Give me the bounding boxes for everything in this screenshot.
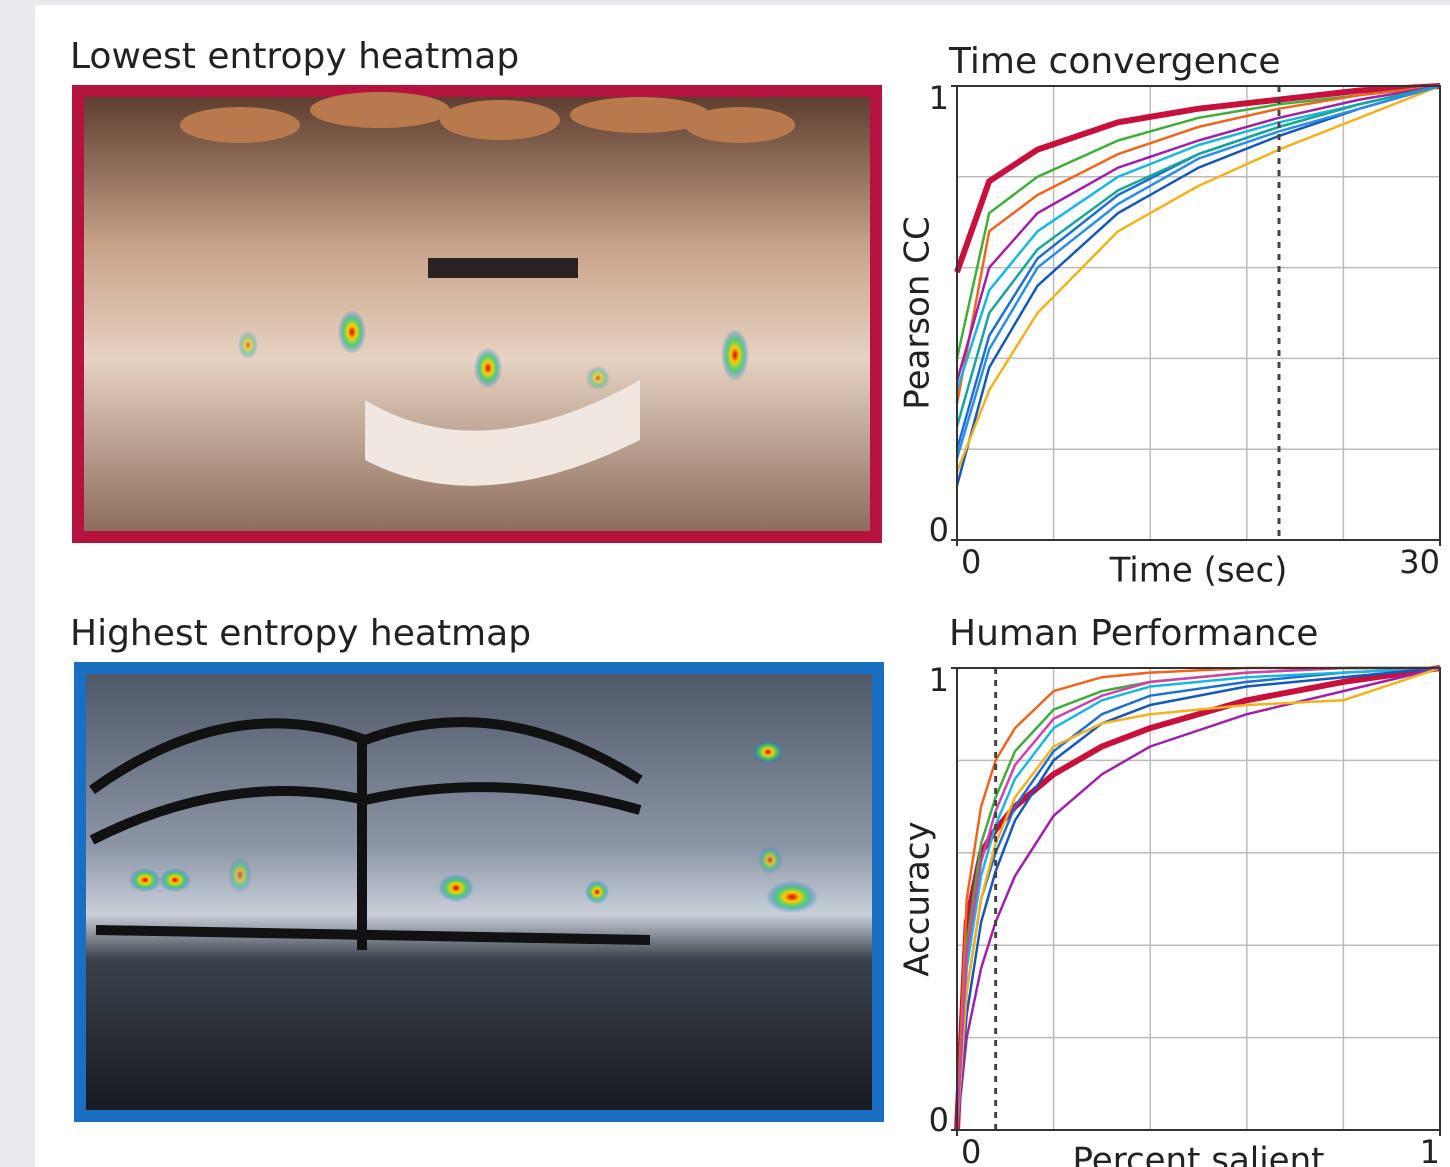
y-axis-label: Accuracy <box>898 821 938 976</box>
y-tick-label: 0 <box>929 1101 949 1139</box>
series-line <box>955 666 1441 1131</box>
y-tick-label: 1 <box>929 661 949 699</box>
series-line <box>954 83 1441 274</box>
series-line <box>955 666 1441 1131</box>
x-tick-label: 30 <box>1399 543 1440 581</box>
series-line <box>955 666 1440 1131</box>
image-title: Highest entropy heatmap <box>70 613 531 654</box>
series-line <box>955 666 1441 1131</box>
heatmap-image <box>74 662 884 1122</box>
image-title: Lowest entropy heatmap <box>70 36 519 77</box>
x-tick-label: 1 <box>1420 1133 1440 1167</box>
plot-frame <box>956 667 1441 1131</box>
x-axis-label: Time (sec) <box>1109 551 1288 591</box>
y-axis-label: Pearson CC <box>898 216 938 409</box>
series-line <box>955 84 1441 382</box>
scene <box>180 92 795 486</box>
scene <box>89 717 818 950</box>
y-tick-label: 1 <box>929 79 949 117</box>
series-line <box>955 84 1441 473</box>
x-tick-label: 0 <box>961 1133 981 1167</box>
series-line <box>955 666 1441 1131</box>
series-line <box>955 84 1441 405</box>
y-tick-label: 0 <box>929 511 949 549</box>
x-tick-label: 0 <box>961 543 981 581</box>
series-line <box>955 84 1441 459</box>
series-line <box>955 84 1441 427</box>
x-axis-label: Percent salient <box>1073 1141 1325 1167</box>
chart-title: Human Performance <box>949 613 1318 654</box>
plot-frame <box>956 85 1441 541</box>
chart-title: Time convergence <box>948 41 1281 82</box>
